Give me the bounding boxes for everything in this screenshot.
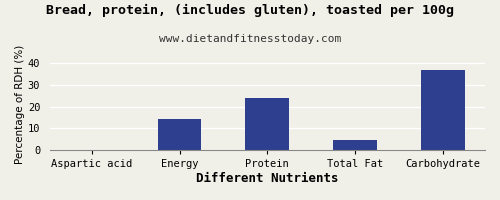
Y-axis label: Percentage of RDH (%): Percentage of RDH (%): [15, 45, 25, 164]
X-axis label: Different Nutrients: Different Nutrients: [196, 172, 338, 185]
Bar: [421, 70, 465, 150]
Bar: [333, 140, 377, 150]
Bar: [246, 98, 290, 150]
Bar: [158, 119, 202, 150]
Text: Bread, protein, (includes gluten), toasted per 100g: Bread, protein, (includes gluten), toast…: [46, 4, 454, 17]
Text: www.dietandfitnesstoday.com: www.dietandfitnesstoday.com: [159, 34, 341, 44]
